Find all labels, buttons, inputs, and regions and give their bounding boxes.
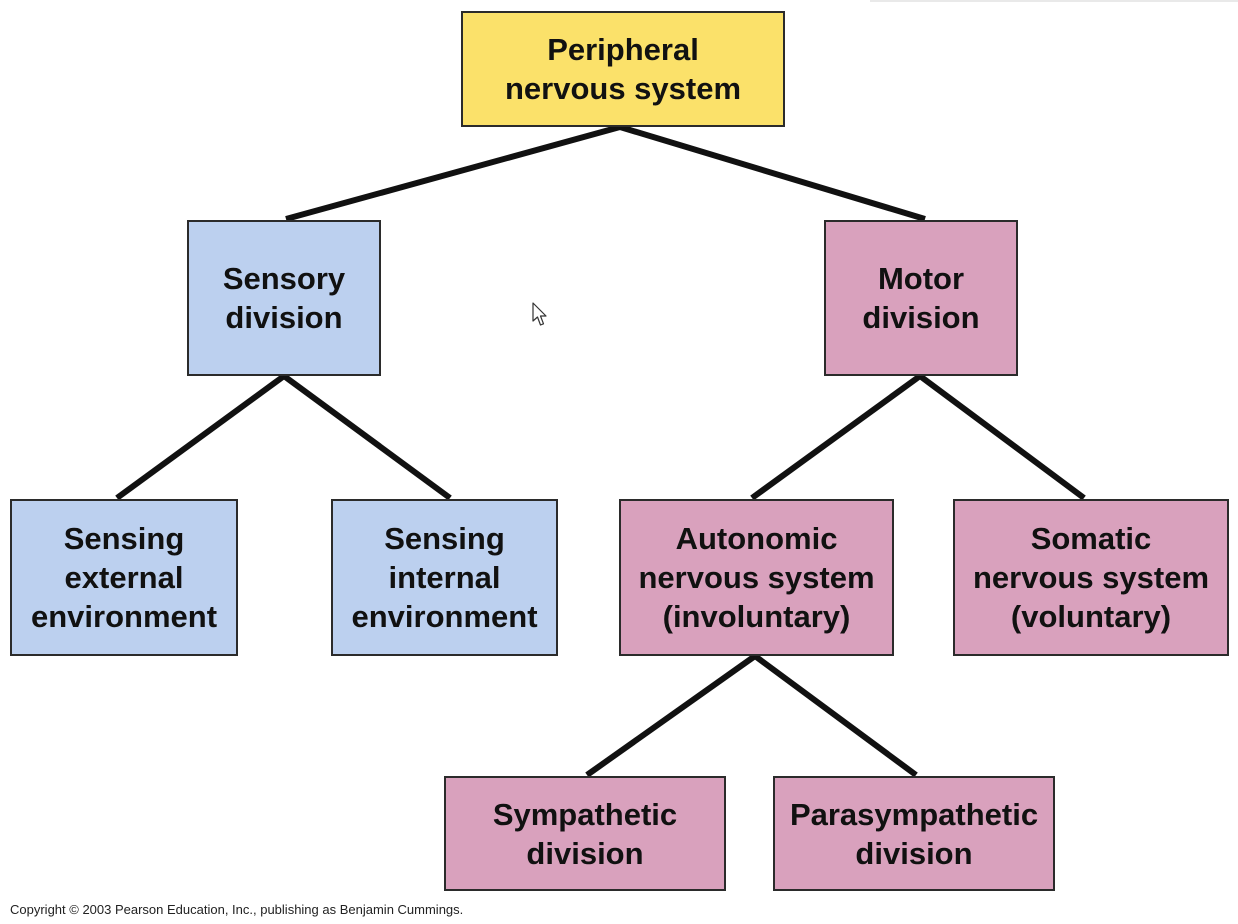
mouse-pointer-icon [532, 302, 547, 326]
node-label: Sensing external environment [30, 521, 218, 634]
node-somatic-nervous-system: Somatic nervous system (voluntary) [953, 499, 1229, 656]
edge-autonomic-sympathetic [585, 653, 757, 778]
node-label: Autonomic nervous system (involuntary) [638, 521, 875, 634]
node-sympathetic-division: Sympathetic division [444, 776, 726, 891]
edge-motor-autonomic [750, 373, 922, 501]
node-label: Sympathetic division [492, 796, 678, 871]
node-sensing-external-environment: Sensing external environment [10, 499, 238, 656]
node-peripheral-nervous-system: Peripheral nervous system [461, 11, 785, 127]
node-label: Sensing internal environment [351, 521, 538, 634]
node-label: Peripheral nervous system [504, 32, 742, 106]
node-sensory-division: Sensory division [187, 220, 381, 376]
edge-motor-somatic [918, 373, 1086, 501]
node-label: Somatic nervous system (voluntary) [972, 521, 1210, 634]
top-edge-strip [870, 0, 1238, 2]
node-sensing-internal-environment: Sensing internal environment [331, 499, 558, 656]
node-motor-division: Motor division [824, 220, 1018, 376]
node-label: Motor division [862, 261, 980, 335]
node-autonomic-nervous-system: Autonomic nervous system (involuntary) [619, 499, 894, 656]
node-label: Sensory division [222, 261, 346, 335]
copyright-notice: Copyright © 2003 Pearson Education, Inc.… [10, 902, 464, 917]
edge-autonomic-parasympathetic [753, 653, 918, 778]
edge-pns-sensory [285, 124, 621, 222]
edge-sensory-external [115, 373, 286, 501]
edge-pns-motor [619, 124, 926, 222]
node-label: Parasympathetic division [789, 796, 1039, 871]
edge-sensory-internal [282, 373, 452, 501]
node-parasympathetic-division: Parasympathetic division [773, 776, 1055, 891]
